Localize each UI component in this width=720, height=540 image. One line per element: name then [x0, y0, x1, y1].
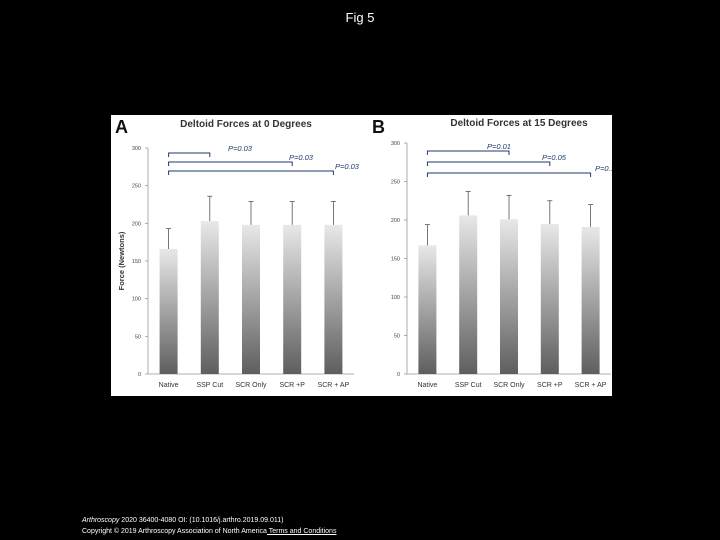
- bar-1-2: [500, 219, 518, 374]
- figure-footer: Arthroscopy 2020 36400-4080 OI: (10.1016…: [82, 515, 336, 537]
- copyright-text: Copyright © 2019 Arthroscopy Association…: [82, 528, 267, 535]
- y-tick-label-0: 100: [132, 297, 141, 303]
- bar-1-3: [540, 223, 559, 374]
- category-label-1-2: SCR Only: [493, 382, 525, 389]
- y-tick-label-1: 100: [391, 295, 400, 301]
- copyright-line: Copyright © 2019 Arthroscopy Association…: [82, 526, 336, 537]
- category-label-0-4: SCR + AP: [318, 382, 350, 389]
- figure-panel: A Deltoid Forces at 0 Degrees 0 50 100 150 200…: [111, 115, 612, 396]
- figure-chart-svg: A Deltoid Forces at 0 Degrees 0 50 100 150 200…: [115, 117, 612, 389]
- bar-1-1: [459, 215, 478, 374]
- category-label-0-2: SCR Only: [235, 382, 267, 389]
- y-tick-label-1: 200: [391, 218, 400, 224]
- significance-bracket-1-0: [426, 150, 510, 155]
- category-label-0-0: Native: [159, 382, 179, 389]
- bar-1-4: [581, 226, 600, 374]
- chart-title-1: Deltoid Forces at 15 Degrees: [450, 118, 588, 129]
- y-tick-label-1: 300: [391, 141, 400, 147]
- significance-bracket-0-0: [168, 152, 211, 157]
- category-label-1-1: SSP Cut: [455, 382, 482, 389]
- citation-text: 2020 36400-4080 OI: (10.1016/j.arthro.20…: [119, 517, 284, 524]
- significance-bracket-0-2: [168, 170, 334, 175]
- journal-name: Arthroscopy: [82, 517, 120, 524]
- p-value-label-1-2: P=0.19: [595, 164, 612, 173]
- significance-bracket-0-1: [168, 161, 293, 166]
- p-value-label-0-1: P=0.03: [289, 153, 314, 162]
- y-tick-label-0: 300: [132, 146, 141, 152]
- category-label-1-3: SCR +P: [537, 382, 563, 389]
- significance-bracket-1-2: [426, 172, 592, 177]
- y-tick-label-1: 0: [397, 372, 400, 378]
- y-tick-label-0: 150: [132, 259, 141, 265]
- bar-0-2: [242, 224, 260, 374]
- y-tick-label-0: 50: [135, 334, 141, 340]
- y-tick-label-0: 250: [132, 184, 141, 190]
- y-tick-label-0: 0: [138, 372, 141, 378]
- y-tick-label-1: 50: [394, 334, 400, 340]
- y-tick-label-1: 250: [391, 180, 400, 186]
- terms-link[interactable]: Terms and Conditions: [266, 528, 337, 535]
- category-label-0-1: SSP Cut: [196, 382, 223, 389]
- bar-1-0: [418, 245, 437, 374]
- y-axis-label-0: Force (Newtons): [117, 231, 126, 290]
- slide-title: Fig 5: [345, 10, 375, 25]
- y-tick-label-1: 150: [391, 257, 400, 263]
- bar-0-1: [200, 221, 219, 374]
- bar-0-3: [283, 224, 302, 374]
- p-value-label-0-2: P=0.03: [335, 162, 360, 171]
- bar-0-4: [324, 224, 343, 374]
- p-value-label-1-0: P=0.01: [487, 142, 511, 151]
- p-value-label-0-0: P=0.03: [228, 144, 253, 153]
- significance-bracket-1-1: [426, 161, 551, 166]
- p-value-label-1-1: P=0.05: [542, 153, 567, 162]
- y-tick-label-0: 200: [132, 221, 141, 227]
- citation-line: Arthroscopy 2020 36400-4080 OI: (10.1016…: [82, 515, 336, 526]
- chart-title-0: Deltoid Forces at 0 Degrees: [180, 119, 312, 130]
- category-label-1-0: Native: [417, 382, 437, 389]
- panel-label-0: A: [115, 117, 128, 137]
- category-label-0-3: SCR +P: [279, 382, 305, 389]
- panel-label-1: B: [372, 117, 385, 137]
- category-label-1-4: SCR + AP: [575, 382, 607, 389]
- bar-0-0: [159, 248, 178, 374]
